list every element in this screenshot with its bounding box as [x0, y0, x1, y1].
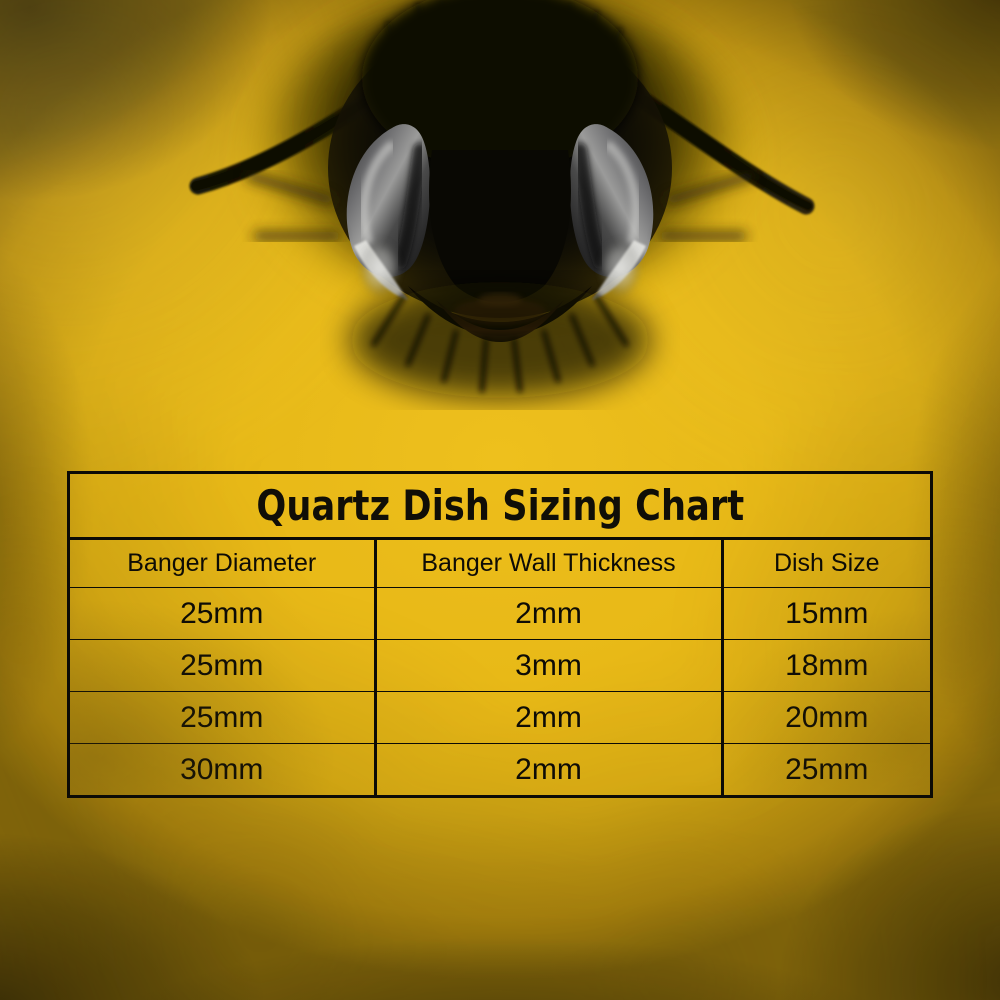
column-header-dish-size: Dish Size [720, 540, 930, 588]
cell-banger-wall-thickness: 2mm [373, 587, 724, 640]
chart-title-row: Quartz Dish Sizing Chart [70, 474, 930, 540]
table-row: 25mm 3mm 18mm [70, 639, 930, 692]
cell-dish-size: 20mm [720, 691, 930, 744]
bee-head-image [0, 0, 1000, 420]
page-title: Quartz Dish Sizing Chart [256, 481, 744, 530]
table-row: 25mm 2mm 20mm [70, 691, 930, 744]
table-header-row: Banger Diameter Banger Wall Thickness Di… [70, 540, 930, 588]
column-header-banger-wall-thickness: Banger Wall Thickness [373, 540, 724, 588]
cell-banger-wall-thickness: 2mm [373, 691, 724, 744]
cell-dish-size: 15mm [720, 587, 930, 640]
table-row: 30mm 2mm 25mm [70, 743, 930, 795]
cell-dish-size: 25mm [720, 743, 930, 795]
quartz-dish-sizing-chart: Quartz Dish Sizing Chart Banger Diameter… [67, 471, 933, 798]
table-row: 25mm 2mm 15mm [70, 587, 930, 640]
cell-banger-wall-thickness: 3mm [373, 639, 724, 692]
cell-banger-diameter: 25mm [70, 587, 377, 640]
cell-banger-diameter: 25mm [70, 691, 377, 744]
cell-banger-wall-thickness: 2mm [373, 743, 724, 795]
cell-banger-diameter: 25mm [70, 639, 377, 692]
column-header-banger-diameter: Banger Diameter [70, 540, 377, 588]
cell-banger-diameter: 30mm [70, 743, 377, 795]
sizing-table: Banger Diameter Banger Wall Thickness Di… [70, 540, 930, 795]
cell-dish-size: 18mm [720, 639, 930, 692]
